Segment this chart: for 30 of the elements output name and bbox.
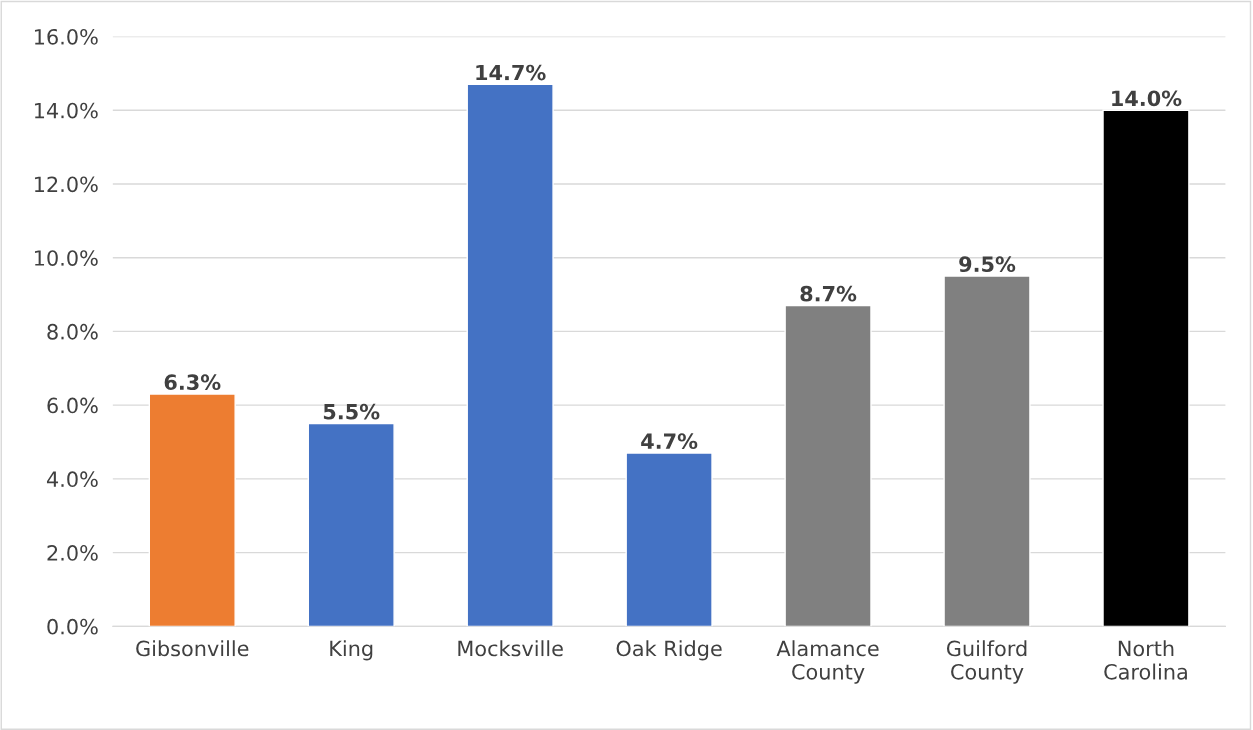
data-label: 6.3% [164, 374, 221, 391]
data-label: 9.5% [959, 256, 1016, 273]
y-tick-label: 12.0% [34, 176, 98, 193]
y-tick-label: 10.0% [34, 250, 98, 266]
y-tick-label: 6.0% [47, 397, 98, 414]
bar [466, 83, 554, 627]
y-tick-label: 4.0% [46, 471, 98, 488]
bar [148, 393, 236, 627]
y-tick-label: 16.0% [34, 28, 98, 45]
y-tick-label: 2.0% [47, 545, 98, 561]
bar [784, 304, 872, 627]
y-tick-label: 14.0% [34, 102, 98, 119]
bar [943, 275, 1031, 627]
data-label: 8.7% [800, 285, 857, 302]
data-label: 14.0% [1112, 90, 1182, 107]
x-tick-label: Alamance County [776, 640, 879, 684]
x-tick-label: Oak Ridge [616, 640, 722, 661]
x-tick-label: King [330, 640, 373, 661]
data-label: 14.7% [476, 64, 546, 81]
y-tick-label: 8.0% [47, 323, 98, 340]
data-label: 4.7% [641, 433, 698, 450]
bar [307, 422, 395, 627]
bar [1102, 109, 1190, 627]
data-label: 5.5% [323, 403, 380, 420]
x-tick-label: Mocksville [458, 640, 563, 657]
x-tick-label: North Carolina [1104, 640, 1187, 680]
y-tick-label: 0.0% [47, 618, 98, 635]
x-tick-label: Gibsonville [136, 640, 249, 657]
bar [625, 452, 713, 627]
x-tick-label: Guilford County [946, 640, 1027, 684]
